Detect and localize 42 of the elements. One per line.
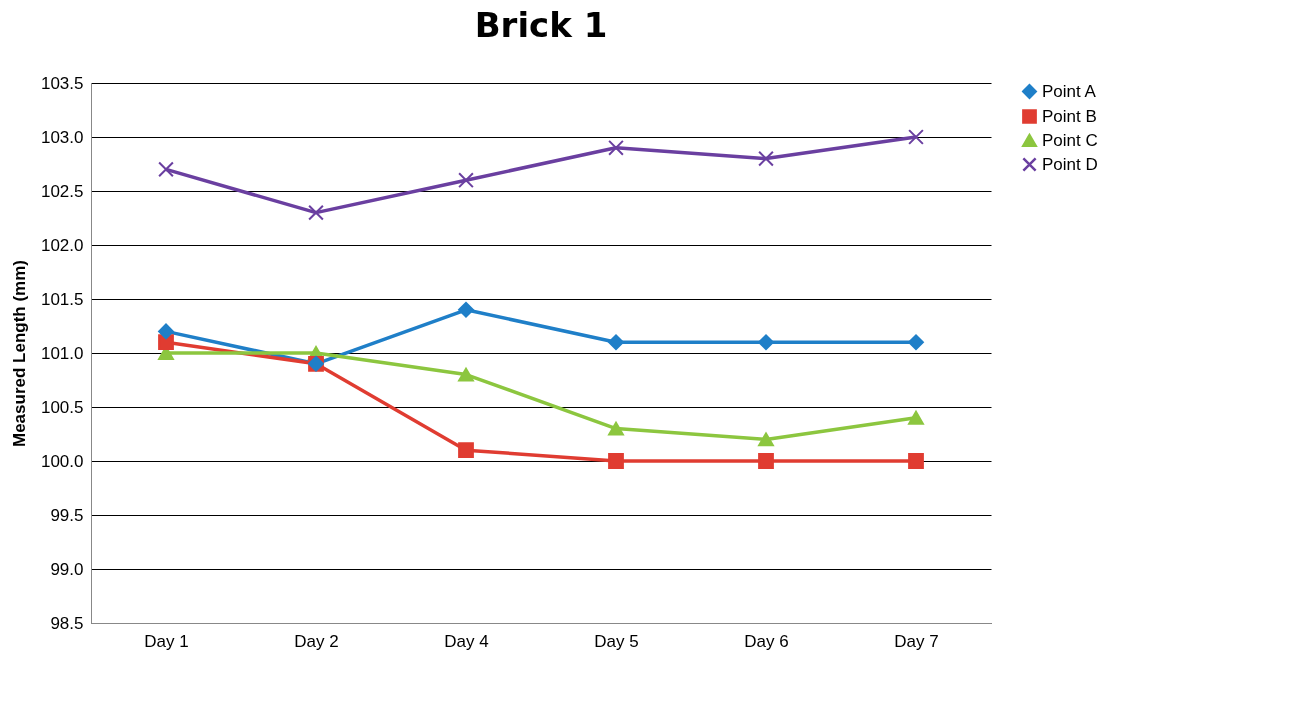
point (458, 301, 474, 318)
y-tick-label: 100.5 (40, 397, 84, 417)
point (908, 453, 924, 469)
legend-label: Point C (1042, 130, 1098, 150)
point (908, 410, 924, 425)
point (758, 432, 774, 447)
point (608, 453, 624, 469)
x-tick-label: Day 5 (594, 631, 639, 651)
y-tick-label: 102.0 (40, 235, 84, 255)
point (308, 204, 324, 221)
point (608, 421, 624, 436)
y-tick-label: 103.0 (40, 127, 84, 147)
point (908, 334, 924, 351)
x-tick-label: Day 2 (294, 631, 339, 651)
point (758, 334, 774, 351)
y-axis-title: Measured Length (mm) (9, 259, 29, 448)
y-tick-label: 98.5 (50, 613, 84, 633)
x-tick-label: Day 6 (744, 631, 789, 651)
y-tick-label: 99.0 (50, 559, 84, 579)
y-tick-label: 100.0 (40, 451, 84, 471)
point (608, 139, 624, 156)
point (758, 150, 774, 167)
point (458, 172, 474, 189)
x-tick-label: Day 7 (894, 631, 939, 651)
point (608, 334, 624, 351)
legend-label: Point D (1042, 154, 1098, 174)
legend-label: Point A (1042, 81, 1097, 101)
point (758, 453, 774, 469)
y-tick-label: 102.5 (40, 181, 84, 201)
x-tick-label: Day 4 (444, 631, 489, 651)
chart-title: Brick 1 (474, 5, 608, 45)
point (458, 442, 474, 459)
point (158, 323, 174, 340)
y-tick-label: 101.5 (40, 289, 84, 309)
point (908, 129, 924, 145)
y-tick-label: 103.5 (40, 73, 84, 93)
y-tick-label: 101.0 (40, 343, 84, 363)
point (458, 367, 474, 382)
y-tick-label: 99.5 (50, 505, 84, 525)
legend-label: Point B (1042, 106, 1097, 126)
x-tick-label: Day 1 (144, 631, 189, 651)
point (158, 161, 174, 178)
